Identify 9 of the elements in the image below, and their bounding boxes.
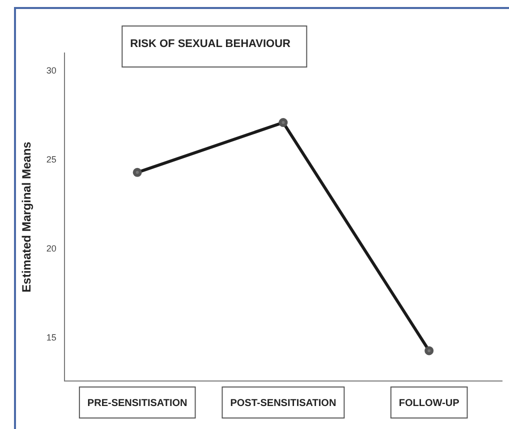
y-tick-label: 20 bbox=[46, 244, 56, 254]
y-tick-label: 25 bbox=[46, 154, 56, 164]
y-axis-title: Estimated Marginal Means bbox=[20, 141, 34, 292]
chart-title: RISK OF SEXUAL BEHAVIOUR bbox=[130, 38, 291, 50]
x-tick-label: FOLLOW-UP bbox=[398, 398, 460, 409]
y-tick-label: 30 bbox=[46, 65, 56, 76]
x-tick-label: PRE-SENSITISATION bbox=[87, 398, 188, 409]
y-tick-label: 15 bbox=[46, 332, 56, 343]
x-tick-label: POST-SENSITISATION bbox=[230, 398, 336, 409]
